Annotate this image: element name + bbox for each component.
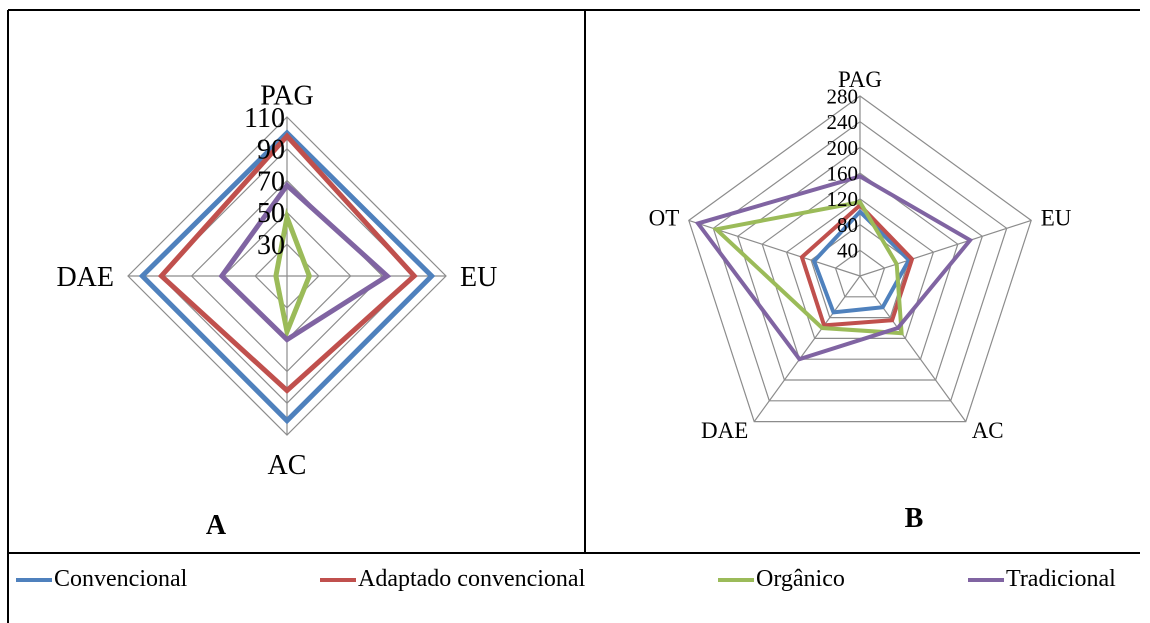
chart-a-axis-label-eu: EU xyxy=(460,262,497,293)
legend-label-adaptado-convencional: Adaptado convencional xyxy=(358,566,586,592)
chart-b-axis-label-pag: PAG xyxy=(838,67,882,92)
legend-label-organico: Orgânico xyxy=(756,566,845,592)
chart-a-series-convencional xyxy=(138,129,436,425)
chart-a-axis-label-dae: DAE xyxy=(56,262,114,293)
chart-b-grid-ring-40 xyxy=(834,249,886,298)
chart-a-axis-label-pag: PAG xyxy=(260,80,313,111)
legend-item-organico: Orgânico xyxy=(718,566,845,593)
legend-swatch-adaptado-convencional xyxy=(320,577,356,582)
chart-b-tick-label-40: 40 xyxy=(837,239,858,263)
chart-a-series-organico xyxy=(273,208,312,341)
chart-b-tick-label-120: 120 xyxy=(827,187,859,211)
chart-b-tick-label-240: 240 xyxy=(827,110,859,134)
chart-b-axis-label-ot: OT xyxy=(649,205,680,230)
chart-b-series-tradicional xyxy=(694,174,974,362)
legend-label-convencional: Convencional xyxy=(54,566,188,592)
chart-b-series-convencional xyxy=(811,208,912,315)
chart-b-tick-label-80: 80 xyxy=(837,213,858,237)
legend-item-tradicional: Tradicional xyxy=(968,566,1116,593)
legend-swatch-tradicional xyxy=(968,577,1004,582)
chart-b-series-adaptado-convencional xyxy=(799,202,915,328)
chart-a-tick-label-30: 30 xyxy=(257,230,285,261)
panel-letter-a: A xyxy=(206,510,227,541)
chart-a-tick-label-70: 70 xyxy=(257,166,285,197)
legend-swatch-organico xyxy=(718,577,754,582)
panel-letter-b: B xyxy=(905,503,924,534)
chart-b-tick-label-200: 200 xyxy=(827,136,859,160)
chart-a-tick-label-90: 90 xyxy=(257,135,285,166)
chart-b-spoke-dae xyxy=(753,275,861,422)
chart-b-axis-label-ac: AC xyxy=(972,418,1004,443)
legend-swatch-convencional xyxy=(16,577,52,582)
chart-b-grid-ring-280 xyxy=(688,95,1032,423)
legend: Convencional Adaptado convencional Orgân… xyxy=(0,556,1150,616)
chart-b-axis-label-eu: EU xyxy=(1041,205,1072,230)
chart-b-tick-label-160: 160 xyxy=(827,162,859,186)
chart-b-tick-label-280: 280 xyxy=(827,84,859,108)
chart-b-spoke-eu xyxy=(859,219,1032,277)
chart-b-spoke-ac xyxy=(859,275,967,422)
chart-b-series-organico xyxy=(712,199,904,336)
chart-b-axis-label-dae: DAE xyxy=(701,418,748,443)
figure-frame xyxy=(7,9,1140,623)
chart-a-series-tradicional xyxy=(218,181,392,343)
legend-item-adaptado-convencional: Adaptado convencional xyxy=(320,566,585,593)
chart-a-tick-label-110: 110 xyxy=(244,103,285,134)
legend-label-tradicional: Tradicional xyxy=(1006,566,1116,592)
chart-a-series-adaptado-convencional xyxy=(157,132,418,394)
chart-a-axis-label-ac: AC xyxy=(268,450,307,481)
chart-a-tick-label-50: 50 xyxy=(257,198,285,229)
legend-item-convencional: Convencional xyxy=(16,566,187,593)
chart-b-grid-ring-160 xyxy=(761,172,959,360)
